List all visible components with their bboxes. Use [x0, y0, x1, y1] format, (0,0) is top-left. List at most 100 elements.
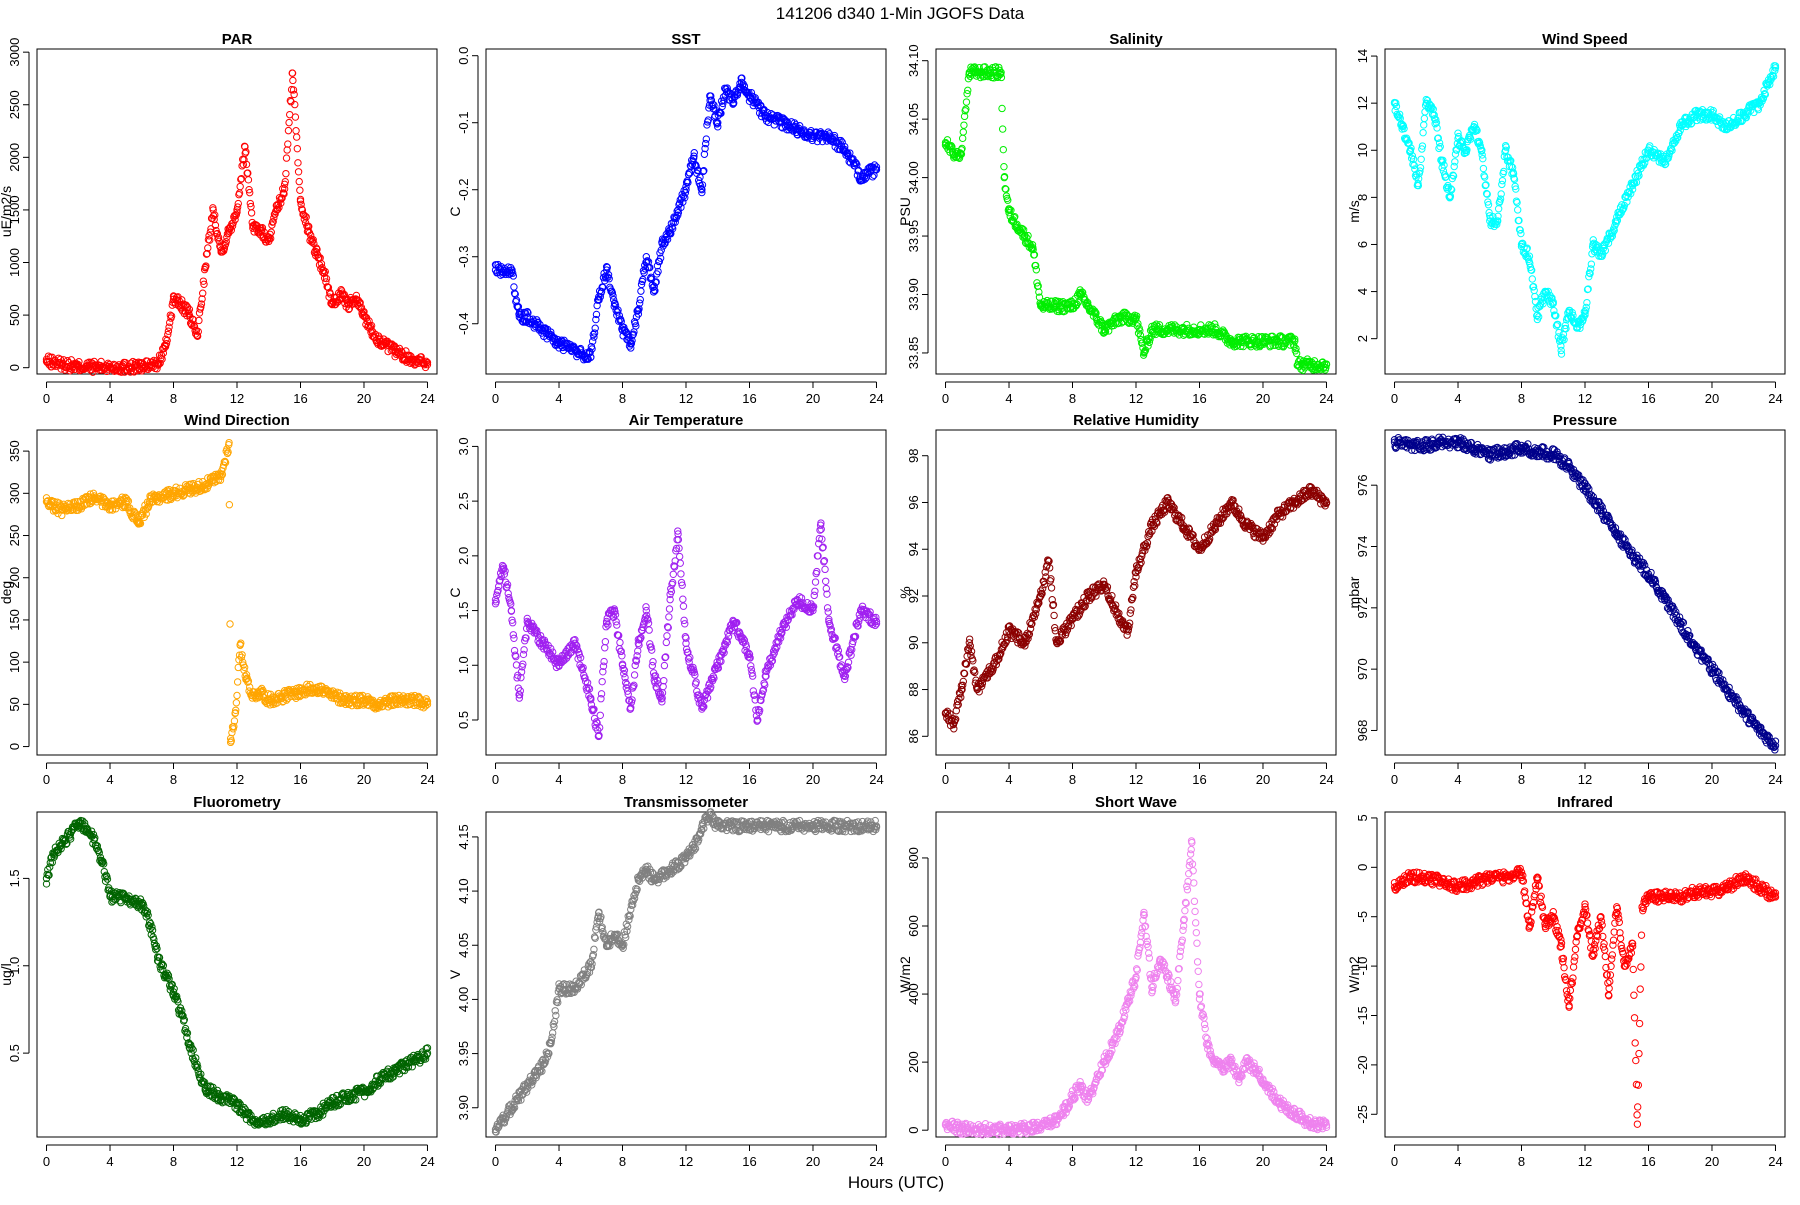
data-point: [511, 284, 517, 290]
data-point: [822, 566, 828, 572]
data-point: [1584, 299, 1590, 305]
y-tick-label: 86: [906, 729, 921, 743]
data-point: [1420, 129, 1426, 135]
y-tick-label: 12: [1355, 96, 1370, 110]
y-axis-label: C: [447, 206, 463, 216]
data-point: [599, 678, 605, 684]
data-point: [1499, 177, 1505, 183]
y-tick-label: 6: [1355, 241, 1370, 248]
x-tick-label: 24: [869, 391, 883, 406]
data-point: [285, 127, 291, 133]
y-tick-label: 4: [1355, 288, 1370, 295]
plot-frame: [1385, 49, 1785, 374]
data-point: [592, 325, 598, 331]
data-point: [602, 645, 608, 651]
y-tick-label: 34.05: [906, 103, 921, 136]
x-tick-label: 12: [1578, 772, 1592, 787]
x-tick-label: 16: [742, 391, 756, 406]
y-tick-label: 33.95: [906, 220, 921, 253]
data-point: [999, 126, 1005, 132]
data-point: [284, 147, 290, 153]
y-tick-label: 0.0: [456, 47, 471, 65]
plot-frame: [486, 430, 886, 755]
data-point: [680, 603, 686, 609]
panel-title: Pressure: [1553, 412, 1617, 429]
x-tick-label: 24: [420, 391, 434, 406]
y-tick-label: 10: [1355, 143, 1370, 157]
data-point: [1480, 165, 1486, 171]
y-tick-label: 33.85: [906, 337, 921, 370]
data-point: [680, 596, 686, 602]
data-point: [631, 672, 637, 678]
panel-title: PAR: [222, 31, 253, 48]
y-tick-label: 300: [7, 482, 22, 504]
data-point: [1588, 261, 1594, 267]
data-point: [1048, 585, 1054, 591]
data-point: [289, 70, 295, 76]
data-point: [666, 614, 672, 620]
x-tick-label: 8: [619, 772, 626, 787]
data-point: [959, 135, 965, 141]
data-point: [812, 579, 818, 585]
data-point: [703, 136, 709, 142]
y-tick-label: 2.0: [456, 547, 471, 565]
data-point: [638, 288, 644, 294]
x-tick-label: 12: [1129, 391, 1143, 406]
data-point: [295, 169, 301, 175]
y-axis-label: C: [447, 587, 463, 597]
data-series: [43, 439, 430, 745]
x-tick-label: 16: [293, 772, 307, 787]
data-point: [290, 77, 296, 83]
y-tick-label: 1.0: [456, 656, 471, 674]
y-axis: 0.51.01.52.02.53.0: [456, 437, 478, 729]
x-tick-label: 20: [1705, 772, 1719, 787]
data-series: [1391, 63, 1778, 358]
x-tick-label: 20: [357, 772, 371, 787]
x-tick-label: 4: [1454, 772, 1461, 787]
data-point: [663, 639, 669, 645]
data-point: [960, 129, 966, 135]
data-point: [812, 588, 818, 594]
panel-title: Salinity: [1109, 31, 1163, 48]
data-point: [1452, 159, 1458, 165]
panel-title: SST: [671, 31, 700, 48]
x-tick-label: 20: [806, 772, 820, 787]
figure-title: 141206 d340 1-Min JGOFS Data: [776, 4, 1025, 23]
y-tick-label: 0.5: [456, 711, 471, 729]
y-tick-label: 3000: [7, 38, 22, 67]
x-tick-label: 12: [679, 391, 693, 406]
x-tick-label: 8: [1069, 391, 1076, 406]
x-tick-label: 24: [1768, 772, 1782, 787]
x-tick-label: 0: [43, 772, 50, 787]
plot-frame: [936, 430, 1336, 755]
x-tick-label: 16: [1641, 772, 1655, 787]
y-tick-label: 2.5: [456, 492, 471, 510]
x-tick-label: 16: [1192, 391, 1206, 406]
x-tick-label: 12: [1129, 772, 1143, 787]
y-tick-label: 974: [1355, 536, 1370, 558]
x-tick-label: 0: [942, 391, 949, 406]
x-tick-label: 0: [1391, 772, 1398, 787]
figure-xlabel: Hours (UTC): [848, 1173, 944, 1192]
x-tick-label: 24: [869, 772, 883, 787]
y-tick-label: 50: [7, 697, 22, 711]
x-tick-label: 16: [742, 772, 756, 787]
data-point: [1033, 267, 1039, 273]
x-tick-label: 24: [1319, 391, 1333, 406]
data-point: [286, 119, 292, 125]
y-tick-label: 1000: [7, 248, 22, 277]
y-tick-label: 150: [7, 609, 22, 631]
data-point: [617, 639, 623, 645]
data-series: [942, 483, 1329, 732]
x-tick-label: 0: [1391, 391, 1398, 406]
